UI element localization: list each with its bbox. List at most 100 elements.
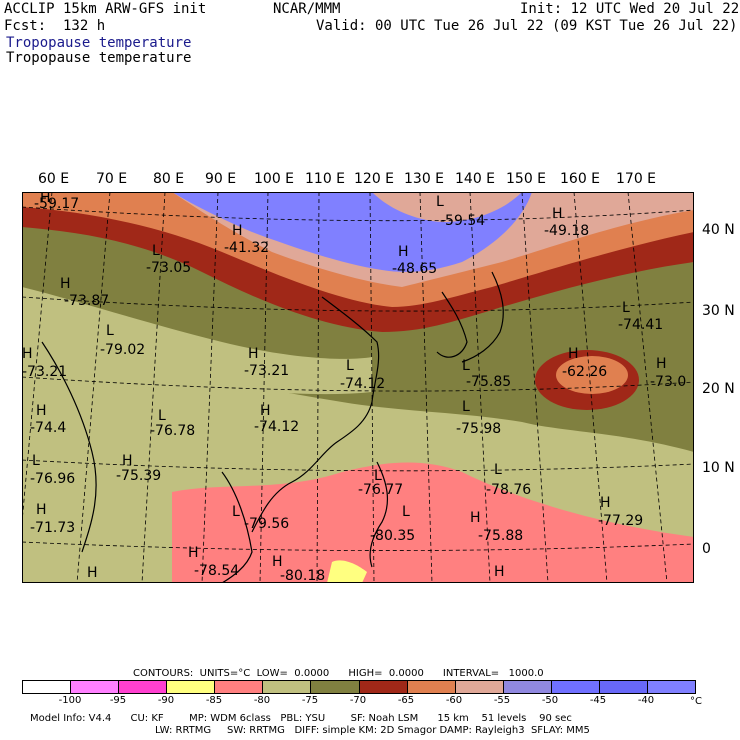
extremum-value: -73.21 xyxy=(244,363,289,379)
extremum-value: -71.73 xyxy=(30,520,75,536)
extremum-mark: H xyxy=(600,495,611,511)
lat-line-20 xyxy=(22,376,694,392)
extremum-mark: L xyxy=(462,399,470,415)
extremum-mark: H xyxy=(36,403,47,419)
extremum-mark: L xyxy=(494,462,502,478)
lon-label: 140 E xyxy=(455,171,496,187)
legend-swatch xyxy=(263,681,312,693)
lon-label: 170 E xyxy=(616,171,657,187)
lat-line-30 xyxy=(22,296,694,312)
lon-label: 70 E xyxy=(96,171,128,187)
lon-line xyxy=(201,192,219,583)
extremum-value: -49.18 xyxy=(544,223,589,239)
legend-tick-label: -60 xyxy=(445,695,463,706)
extremum-value: -73.21 xyxy=(22,364,67,380)
extremum-mark: L xyxy=(32,453,40,469)
contours-info: CONTOURS: UNITS=°C LOW= 0.0000 HIGH= 0.0… xyxy=(133,668,544,679)
extremum-mark: L xyxy=(402,504,410,520)
legend-tick-label: -75 xyxy=(301,695,319,706)
model-info: Model Info: V4.4 CU: KF MP: WDM 6class P… xyxy=(30,713,572,724)
shade-light-olive-central xyxy=(22,287,372,395)
legend-tick-label: -80 xyxy=(253,695,271,706)
lon-line xyxy=(316,192,320,583)
extremum-value: -79.56 xyxy=(244,516,289,532)
coastline-china xyxy=(251,296,380,533)
extremum-mark: L xyxy=(232,504,240,520)
lat-line-0 xyxy=(22,541,694,551)
extremum-value: -73.0 xyxy=(650,374,686,390)
extremum-value: -41.32 xyxy=(224,240,269,256)
extremum-mark: H xyxy=(248,346,259,362)
extremum-mark: L xyxy=(374,468,382,484)
lon-line xyxy=(627,192,668,583)
model-title: ACCLIP 15km ARW-GFS init xyxy=(4,1,207,17)
extremum-mark: L xyxy=(346,358,354,374)
legend-tick-label: -55 xyxy=(493,695,511,706)
coastline-malay xyxy=(221,471,253,583)
legend-tick-label: -100 xyxy=(58,695,82,706)
coastline-philippines xyxy=(369,461,388,568)
forecast-hour: Fcst: 132 h xyxy=(4,18,106,34)
extremum-mark: L xyxy=(152,243,160,259)
extremum-value: -74.4 xyxy=(30,420,66,436)
shade-pink-south xyxy=(172,462,694,583)
legend-tick-label: -85 xyxy=(205,695,223,706)
extremum-value: -78.76 xyxy=(486,482,531,498)
extremum-value: -76.78 xyxy=(150,423,195,439)
lon-line xyxy=(419,192,433,583)
extremum-mark: H xyxy=(568,346,579,362)
legend-tick-label: -40 xyxy=(637,695,655,706)
extremum-mark: L xyxy=(462,358,470,374)
extremum-value: -75.88 xyxy=(478,528,523,544)
legend-tick-label: -50 xyxy=(541,695,559,706)
legend-swatch xyxy=(503,681,552,693)
extremum-mark: H xyxy=(494,564,505,580)
coastline-japan xyxy=(461,271,504,363)
legend-swatch xyxy=(407,681,456,693)
extremum-mark: L xyxy=(158,408,166,424)
lon-line xyxy=(22,192,53,523)
extremum-mark: L xyxy=(436,194,444,210)
extremum-mark: H xyxy=(87,565,98,581)
extremum-value: -74.12 xyxy=(340,376,385,392)
extremum-mark: H xyxy=(272,554,283,570)
extremum-mark: H xyxy=(232,223,243,239)
legend-swatch xyxy=(455,681,504,693)
lon-line xyxy=(369,192,375,583)
lat-line-10 xyxy=(22,459,694,472)
legend-swatch xyxy=(311,681,360,693)
legend-tick-label: -45 xyxy=(589,695,607,706)
lat-label: 20 N xyxy=(702,381,735,397)
lon-label: 120 E xyxy=(354,171,395,187)
extremum-mark: H xyxy=(122,453,133,469)
extremum-mark: H xyxy=(188,545,199,561)
legend-swatch xyxy=(648,681,696,693)
extremum-value: -74.41 xyxy=(618,317,663,333)
extremum-mark: H xyxy=(470,510,481,526)
extremum-value: -79.02 xyxy=(100,342,145,358)
lon-label: 90 E xyxy=(205,171,237,187)
extremum-value: -80.35 xyxy=(370,528,415,544)
extremum-mark: H xyxy=(656,356,667,372)
shaded-field-title: Tropopause temperature xyxy=(6,35,192,51)
legend-tick-label: -95 xyxy=(109,695,127,706)
lat-label: 40 N xyxy=(702,222,735,238)
extremum-value: -75.39 xyxy=(116,468,161,484)
lon-label: 130 E xyxy=(404,171,445,187)
legend-swatch xyxy=(599,681,649,693)
lon-line xyxy=(573,192,608,583)
lon-label: 110 E xyxy=(305,171,346,187)
lon-line xyxy=(76,192,111,583)
extremum-mark: H xyxy=(260,403,271,419)
extremum-value: -74.12 xyxy=(254,419,299,435)
shade-orange-blob xyxy=(556,356,628,394)
shade-yellow xyxy=(327,560,367,583)
shade-salmon-north xyxy=(372,192,522,222)
extremum-mark: H xyxy=(60,276,71,292)
legend-tick-label: -65 xyxy=(397,695,415,706)
lon-line xyxy=(469,192,491,583)
extremum-mark: H xyxy=(40,192,51,206)
shade-dark-olive xyxy=(22,222,694,452)
organization: NCAR/MMM xyxy=(273,1,341,17)
extremum-mark: L xyxy=(106,323,114,339)
